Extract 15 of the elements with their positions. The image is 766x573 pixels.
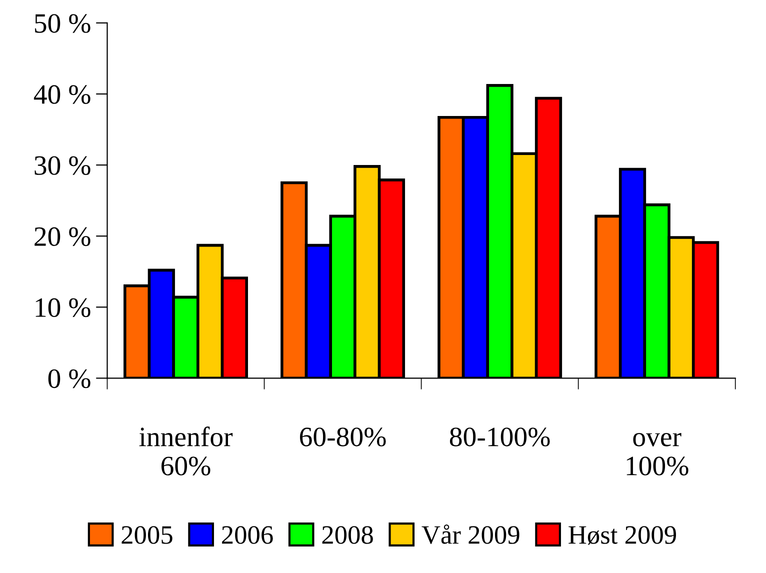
legend-label: 2005	[122, 526, 172, 544]
y-tick-label: 30 %	[34, 156, 90, 176]
legend-label: 2006	[222, 526, 273, 544]
y-tick-label: 50 %	[35, 14, 90, 33]
x-tick-label: 80-100%	[450, 428, 550, 446]
legend-label: Vår 2009	[422, 524, 520, 544]
x-tick-label: over 100%	[626, 432, 688, 476]
x-tick-label: 60-80%	[300, 428, 386, 446]
y-tick-label: 40 %	[34, 85, 90, 104]
y-tick-label: 10 %	[36, 298, 90, 318]
x-tick-label: innenfor 60%	[139, 426, 233, 476]
legend-label: Høst 2009	[568, 526, 676, 545]
legend-label: 2008	[322, 526, 373, 544]
y-tick-label: 0 %	[48, 369, 90, 388]
y-tick-label: 20 %	[34, 227, 90, 246]
